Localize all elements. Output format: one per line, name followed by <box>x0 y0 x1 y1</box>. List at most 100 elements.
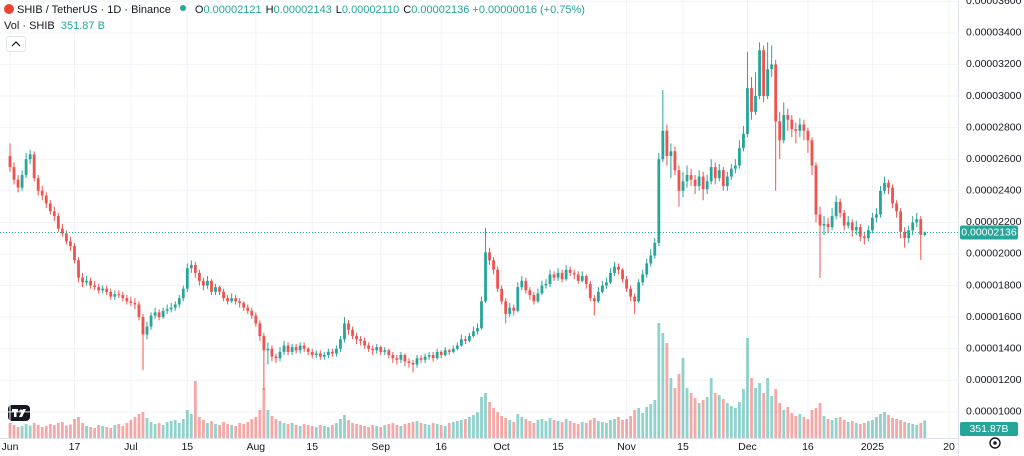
candle-body <box>459 339 463 346</box>
volume-bar <box>484 393 487 438</box>
candle-body <box>48 203 52 212</box>
x-tick-label: 15 <box>181 441 193 453</box>
volume-bar <box>322 426 326 438</box>
candle-body <box>911 222 915 231</box>
candle-body <box>314 353 318 356</box>
x-tick-label: 17 <box>69 441 81 453</box>
candle-body <box>246 307 250 311</box>
volume-bar <box>165 422 169 438</box>
price-change: +0.00000016 (+0.75%) <box>472 4 585 16</box>
volume-bar <box>778 403 782 438</box>
volume-bar <box>330 425 334 438</box>
volume-row: Vol · SHIB 351.87 B <box>4 19 585 33</box>
candle-body <box>484 252 487 302</box>
market-status[interactable] <box>179 5 186 11</box>
candle-body <box>443 350 447 356</box>
candle-body <box>137 304 141 318</box>
candle-body <box>351 329 354 337</box>
volume-bar <box>689 393 693 438</box>
volume-bar <box>347 420 350 438</box>
volume-bar <box>536 420 540 438</box>
volume-bar <box>907 423 911 438</box>
candle-body <box>472 331 475 337</box>
candle-body <box>496 269 500 289</box>
candle-body <box>101 288 105 291</box>
volume-bar <box>161 425 165 438</box>
volume-bar <box>153 424 157 438</box>
candle-body <box>230 298 234 302</box>
volume-bar <box>455 421 459 438</box>
candle-body <box>56 216 60 229</box>
x-tick-label: 16 <box>802 441 814 453</box>
volume-bar <box>512 422 516 438</box>
volume-bar <box>16 427 20 438</box>
volume-bar <box>742 389 745 438</box>
volume-bar <box>262 388 266 438</box>
candle-body <box>65 233 68 242</box>
candle-body <box>576 274 580 281</box>
volume-bar <box>858 424 862 438</box>
candle-body <box>193 265 197 273</box>
candle-body <box>568 269 572 273</box>
volume-bar <box>834 418 838 438</box>
candle-body <box>141 317 145 335</box>
y-tick-label: 0.00003400 <box>966 27 1022 39</box>
candle-body <box>407 361 411 363</box>
candle-body <box>508 307 512 314</box>
volume-bar <box>97 425 101 438</box>
candle-body <box>306 348 310 352</box>
volume-bar <box>447 423 451 438</box>
candle-body <box>653 242 657 256</box>
volume-bar <box>810 410 814 438</box>
volume-bar <box>576 424 580 438</box>
volume-bar <box>701 400 705 438</box>
x-tick-label: Aug <box>246 441 265 453</box>
volume-bar <box>717 395 721 438</box>
candle-body <box>790 119 794 130</box>
volume-bar <box>822 416 826 438</box>
volume-bar <box>480 397 483 438</box>
volume-bar <box>60 422 64 438</box>
collapse-legend-button[interactable] <box>6 36 26 52</box>
candle-body <box>399 355 403 360</box>
volume-bar <box>621 420 624 438</box>
volume-bar <box>431 423 435 438</box>
candle-body <box>584 276 588 284</box>
candle-body <box>818 214 822 226</box>
chevron <box>11 41 21 47</box>
volume-bar <box>468 417 471 438</box>
candle-body <box>455 345 459 349</box>
volume-bar <box>32 423 36 438</box>
candle-body <box>681 181 685 191</box>
volume-bar <box>846 422 850 438</box>
settings-button[interactable] <box>989 437 1001 449</box>
volume-bar <box>65 425 68 438</box>
candle-body <box>222 291 225 299</box>
candle-body <box>310 351 314 356</box>
candle-body <box>580 276 584 281</box>
x-tick-label: 20 <box>943 441 955 453</box>
candle-body <box>834 201 838 217</box>
volume-bar <box>556 421 560 438</box>
candle-body <box>181 288 185 299</box>
candle-body <box>379 347 383 352</box>
candle-body <box>842 212 846 226</box>
candle-body <box>758 50 761 97</box>
volume-bars <box>8 323 927 438</box>
volume-bar <box>169 421 173 438</box>
candle-body <box>871 217 874 231</box>
candle-body <box>520 280 524 288</box>
candle-body <box>81 277 84 283</box>
volume-bar <box>314 427 318 438</box>
volume-bar <box>56 423 60 438</box>
candle-body <box>153 312 157 316</box>
candle-body <box>242 302 246 308</box>
y-tick-label: 0.00003600 <box>966 0 1022 7</box>
x-tick-label: 15 <box>552 441 564 453</box>
candle-body <box>488 252 491 261</box>
candle-body <box>28 154 32 160</box>
candle-body <box>480 301 483 329</box>
volume-bar <box>673 388 677 438</box>
candle-body <box>431 355 435 359</box>
